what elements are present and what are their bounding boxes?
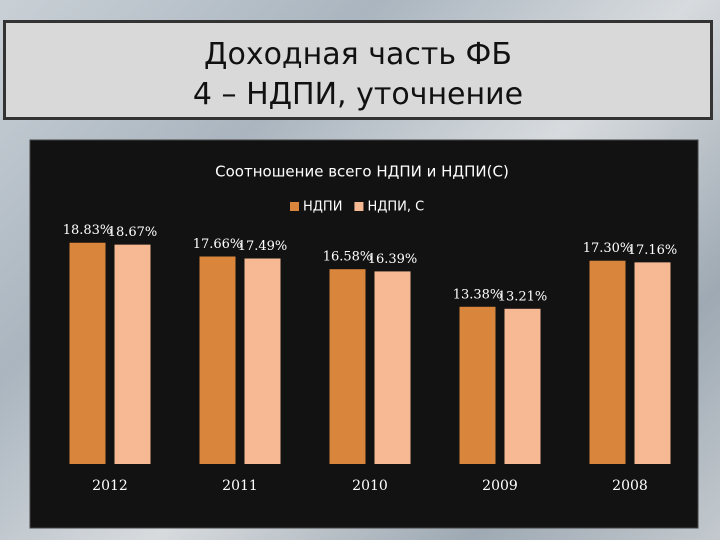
bar [329, 269, 366, 464]
data-label: 18.83% [63, 223, 113, 238]
bar [374, 271, 411, 464]
title-line: 4 – НДПИ, уточнение [192, 77, 524, 112]
x-tick-label: 2009 [482, 478, 518, 494]
chart-title: Соотношение всего НДПИ и НДПИ(С) [215, 163, 509, 181]
data-label: 17.49% [238, 239, 288, 254]
x-tick-label: 2011 [222, 478, 258, 494]
legend-swatch [290, 202, 299, 211]
data-label: 13.21% [498, 289, 548, 304]
data-label: 17.30% [583, 241, 633, 256]
bar [459, 306, 496, 464]
x-tick-label: 2008 [612, 478, 648, 494]
x-tick-label: 2010 [352, 478, 388, 494]
data-label: 16.39% [368, 252, 418, 267]
bar [69, 242, 106, 464]
title-line: Доходная часть ФБ [204, 37, 512, 72]
legend-label: НДПИ [303, 200, 342, 215]
data-label: 13.38% [453, 287, 503, 302]
legend-swatch [354, 202, 364, 211]
slide-title: Доходная часть ФБ 4 – НДПИ, уточнение [3, 20, 713, 120]
data-label: 17.16% [628, 243, 678, 258]
bar [589, 260, 626, 464]
x-tick-label: 2012 [92, 478, 128, 494]
data-label: 18.67% [108, 225, 158, 240]
bar [244, 258, 281, 464]
data-label: 16.58% [323, 250, 373, 265]
data-label: 17.66% [193, 237, 243, 252]
legend-label: НДПИ, С [367, 200, 424, 215]
bar [199, 256, 236, 464]
bar [504, 308, 541, 464]
bar [114, 244, 151, 464]
bar [634, 262, 671, 464]
